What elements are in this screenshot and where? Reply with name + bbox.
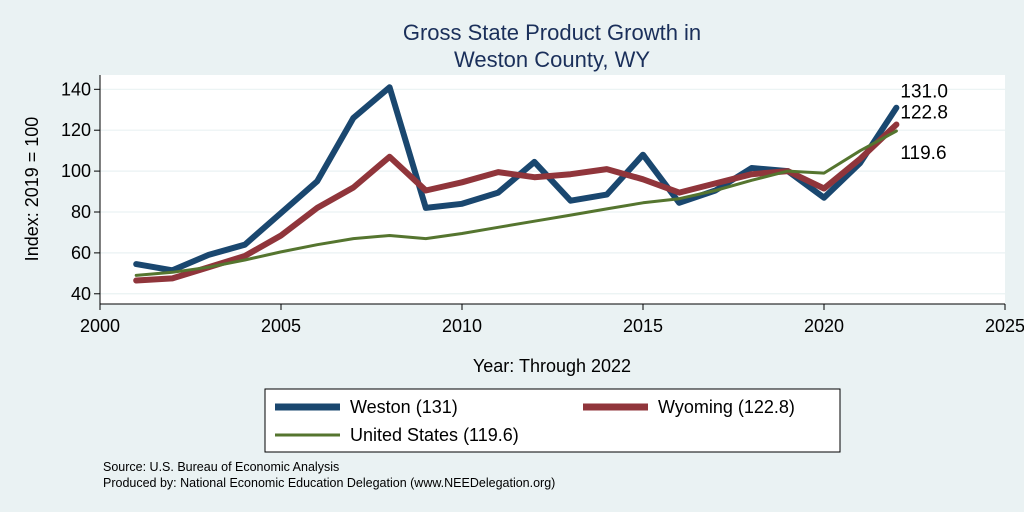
y-tick-label: 40: [71, 284, 91, 304]
chart-subtitle: Weston County, WY: [454, 47, 650, 72]
legend-label-united-states: United States (119.6): [350, 425, 519, 445]
axis-ticks: 40 60 80 100 120 140 2000 2005 2010 2015 2020 2025: [61, 79, 1024, 336]
legend-label-wyoming: Wyoming (122.8): [658, 397, 795, 417]
legend-box: [264, 388, 841, 453]
x-tick-label: 2025: [985, 316, 1024, 336]
series-lines: [133, 84, 900, 284]
y-axis-title: Index: 2019 = 100: [22, 117, 42, 262]
y-tick-label: 60: [71, 243, 91, 263]
x-tick-label: 2010: [442, 316, 482, 336]
plot-area: [100, 75, 1005, 304]
y-tick-label: 120: [61, 120, 91, 140]
produced-by-note: Produced by: National Economic Education…: [103, 476, 555, 490]
x-tick-label: 2020: [804, 316, 844, 336]
source-note: Source: U.S. Bureau of Economic Analysis: [103, 460, 339, 474]
x-tick-label: 2015: [623, 316, 663, 336]
x-axis-title: Year: Through 2022: [473, 356, 631, 376]
series-line-wyoming: [133, 121, 900, 284]
series-line-united-states: [134, 129, 898, 277]
x-tick-label: 2005: [261, 316, 301, 336]
y-tick-label: 80: [71, 202, 91, 222]
legend: Weston (131) Wyoming (122.8) United Stat…: [264, 388, 841, 453]
end-label: 122.8: [900, 102, 948, 123]
end-label: 119.6: [900, 143, 946, 164]
y-tick-label: 140: [61, 79, 91, 99]
legend-label-weston: Weston (131): [350, 397, 458, 417]
y-tick-label: 100: [61, 161, 91, 181]
end-label: 131.0: [900, 82, 948, 103]
chart-title: Gross State Product Growth in: [403, 20, 701, 45]
x-tick-label: 2000: [80, 316, 120, 336]
